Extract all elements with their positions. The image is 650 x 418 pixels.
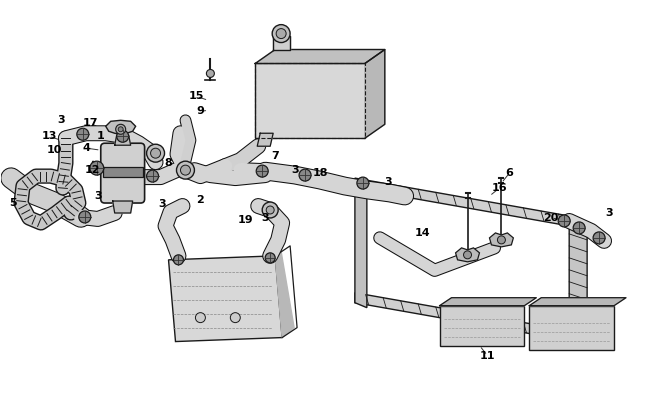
Circle shape bbox=[262, 202, 278, 218]
Polygon shape bbox=[355, 188, 367, 308]
Text: 3: 3 bbox=[94, 191, 101, 201]
FancyBboxPatch shape bbox=[101, 143, 144, 203]
Polygon shape bbox=[529, 298, 626, 306]
Text: 10: 10 bbox=[46, 145, 62, 155]
Text: 16: 16 bbox=[491, 183, 507, 193]
Circle shape bbox=[90, 161, 104, 175]
Text: 4: 4 bbox=[83, 143, 91, 153]
Text: 5: 5 bbox=[9, 198, 17, 208]
Circle shape bbox=[77, 128, 89, 140]
Text: 19: 19 bbox=[237, 215, 253, 225]
Polygon shape bbox=[365, 49, 385, 138]
Text: 6: 6 bbox=[506, 168, 514, 178]
Text: 11: 11 bbox=[480, 351, 495, 360]
Text: 9: 9 bbox=[196, 106, 204, 116]
Polygon shape bbox=[456, 248, 480, 262]
Polygon shape bbox=[489, 233, 514, 247]
Polygon shape bbox=[355, 178, 569, 226]
Polygon shape bbox=[168, 256, 282, 342]
Text: 7: 7 bbox=[271, 151, 279, 161]
Circle shape bbox=[147, 144, 164, 162]
Polygon shape bbox=[112, 201, 133, 213]
Polygon shape bbox=[255, 64, 365, 138]
Circle shape bbox=[256, 165, 268, 177]
Text: 8: 8 bbox=[164, 158, 172, 168]
Circle shape bbox=[151, 148, 161, 158]
Circle shape bbox=[357, 177, 369, 189]
Polygon shape bbox=[106, 120, 136, 134]
Text: 13: 13 bbox=[41, 131, 57, 141]
Text: 12: 12 bbox=[85, 165, 101, 175]
Text: 15: 15 bbox=[188, 92, 204, 102]
Circle shape bbox=[463, 251, 471, 259]
Circle shape bbox=[593, 232, 605, 244]
Circle shape bbox=[79, 211, 91, 223]
Circle shape bbox=[558, 215, 570, 227]
Circle shape bbox=[276, 28, 286, 38]
Text: 17: 17 bbox=[83, 118, 99, 128]
Polygon shape bbox=[355, 293, 569, 341]
Text: 3: 3 bbox=[57, 115, 65, 125]
Text: 3: 3 bbox=[384, 177, 391, 187]
Text: 3: 3 bbox=[261, 213, 269, 223]
Polygon shape bbox=[439, 298, 536, 306]
Circle shape bbox=[177, 161, 194, 179]
Polygon shape bbox=[439, 306, 525, 346]
Circle shape bbox=[117, 130, 129, 142]
Text: 3: 3 bbox=[159, 199, 166, 209]
Circle shape bbox=[116, 124, 125, 134]
FancyBboxPatch shape bbox=[103, 167, 142, 177]
Text: 2: 2 bbox=[196, 195, 204, 205]
Polygon shape bbox=[114, 135, 131, 145]
Circle shape bbox=[265, 253, 275, 263]
Polygon shape bbox=[91, 161, 103, 171]
Text: 18: 18 bbox=[312, 168, 328, 178]
Circle shape bbox=[147, 170, 159, 182]
Polygon shape bbox=[569, 216, 587, 342]
Circle shape bbox=[299, 169, 311, 181]
Circle shape bbox=[118, 127, 123, 132]
Text: 3: 3 bbox=[291, 165, 299, 175]
Circle shape bbox=[266, 206, 274, 214]
Polygon shape bbox=[529, 306, 614, 349]
Polygon shape bbox=[255, 49, 385, 64]
Polygon shape bbox=[275, 246, 294, 338]
Circle shape bbox=[573, 222, 585, 234]
Text: 3: 3 bbox=[605, 208, 613, 218]
Polygon shape bbox=[257, 133, 273, 146]
Circle shape bbox=[497, 236, 506, 244]
Circle shape bbox=[181, 165, 190, 175]
Circle shape bbox=[230, 313, 240, 323]
Text: 14: 14 bbox=[415, 228, 430, 238]
Circle shape bbox=[272, 25, 290, 43]
Text: 1: 1 bbox=[97, 131, 105, 141]
Text: 20: 20 bbox=[543, 213, 559, 223]
Circle shape bbox=[174, 255, 183, 265]
Circle shape bbox=[196, 313, 205, 323]
Polygon shape bbox=[273, 36, 290, 49]
Circle shape bbox=[207, 69, 215, 77]
